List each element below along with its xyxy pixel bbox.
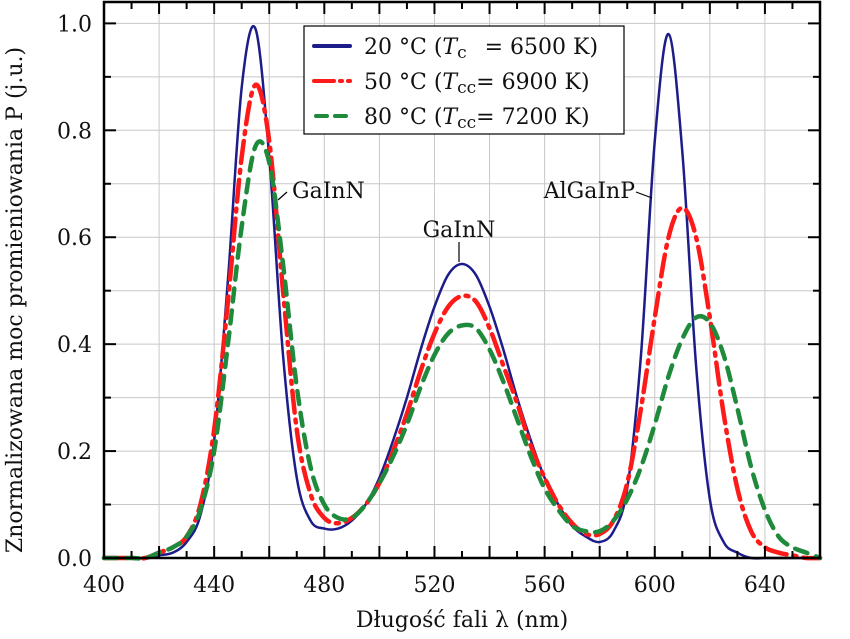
x-tick-label: 560 — [524, 573, 566, 598]
annotation-gainn-left: GaInN — [277, 179, 365, 204]
y-tick-label: 0.2 — [57, 440, 92, 465]
series-line-50c — [101, 82, 823, 561]
x-axis-title: Długość fali λ (nm) — [356, 608, 568, 633]
svg-text:20 °C (Tc= 6500 K): 20 °C (Tc = 6500 K) — [364, 35, 598, 63]
legend: 20 °C (Tc = 6500 K) 50 °C (Tcc= 6900 K) 8… — [303, 25, 625, 135]
svg-text:80 °C (Tcc= 7200 K): 80 °C (Tcc= 7200 K) — [364, 105, 590, 133]
svg-text:AlGaInP: AlGaInP — [543, 179, 635, 204]
x-tick-label: 400 — [83, 573, 125, 598]
x-tick-label: 440 — [193, 573, 235, 598]
y-tick-label: 0.8 — [57, 119, 92, 144]
y-tick-label: 1.0 — [57, 12, 92, 37]
legend-item-80c: 80 °C (Tcc= 7200 K) — [314, 105, 590, 133]
series-line-80c — [101, 139, 823, 561]
y-axis-title: Znormalizowana moc promieniowania P (j.u… — [3, 47, 28, 553]
svg-text:GaInN: GaInN — [292, 179, 365, 204]
x-tick-label: 520 — [413, 573, 455, 598]
svg-text:50 °C (Tcc= 6900 K): 50 °C (Tcc= 6900 K) — [364, 70, 590, 98]
y-tick-label: 0.6 — [57, 226, 92, 251]
svg-text:GaInN: GaInN — [423, 218, 496, 243]
legend-item-20c: 20 °C (Tc = 6500 K) — [312, 35, 598, 63]
annotation-algainp: AlGaInP — [543, 179, 653, 204]
y-tick-label: 0.4 — [57, 333, 92, 358]
axis-ticks — [104, 2, 820, 558]
x-tick-label: 480 — [303, 573, 345, 598]
x-tick-labels: 400 440 480 520 560 600 640 — [83, 573, 786, 598]
series-lines — [101, 25, 823, 561]
annotation-gainn-middle: GaInN — [423, 218, 496, 262]
y-tick-labels: 0.0 0.2 0.4 0.6 0.8 1.0 — [57, 12, 92, 572]
x-tick-label: 640 — [744, 573, 786, 598]
legend-item-50c: 50 °C (Tcc= 6900 K) — [312, 70, 590, 98]
y-tick-label: 0.0 — [57, 547, 92, 572]
x-tick-label: 600 — [634, 573, 676, 598]
